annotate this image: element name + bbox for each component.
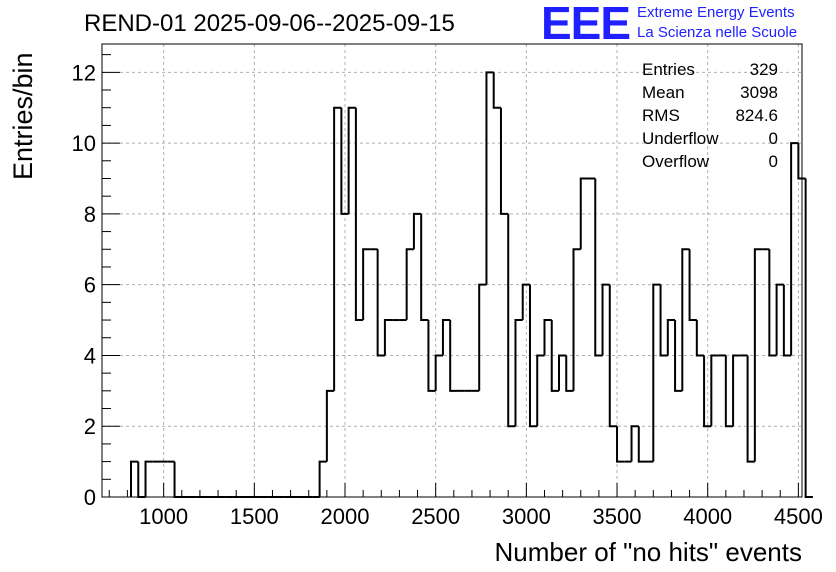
histogram-bin [572,248,581,391]
histogram-bin [674,320,683,392]
stat-value: 329 [749,60,778,79]
stat-row-entries: Entries 329 [642,60,778,83]
histogram-bin [768,249,777,357]
x-axis-label: Number of "no hits" events [494,537,803,567]
histogram-bin [144,460,153,497]
logo-line-2: La Scienza nelle Scuole [637,24,798,41]
histogram-bin [688,249,697,322]
stat-label: Underflow [642,129,719,148]
histogram-bin [507,213,516,428]
x-tick-label: 1000 [139,504,188,529]
histogram-bin [637,426,647,463]
histogram-bin [362,248,371,321]
histogram-bin [594,178,603,357]
y-tick-label: 10 [72,131,96,156]
histogram-bin [652,283,661,462]
histogram-bin [681,248,690,391]
histogram-bin [543,319,552,356]
histogram-bin [405,248,414,321]
histogram-bin [478,283,487,391]
y-tick-label: 0 [84,485,96,510]
x-tick-label: 4000 [683,504,732,529]
histogram-bin [790,142,799,356]
x-tick-label: 2000 [321,504,370,529]
histogram-bin [376,249,385,357]
stat-value: 0 [768,152,778,171]
y-axis-label: Entries/bin [8,52,38,180]
histogram-bin [521,283,530,321]
histogram-bin [536,354,545,427]
histogram-bin [340,107,349,215]
x-tick-label: 3000 [502,504,551,529]
stats-box: Entries 329 Mean 3098 RMS 824.6 Underflo… [642,60,778,175]
x-tick-label: 2500 [411,504,460,529]
histogram-bin [616,426,625,463]
histogram-bin [137,461,146,498]
histogram-bin [630,425,639,462]
stat-value: 824.6 [735,106,778,125]
histogram-bin [753,248,763,462]
histogram-bin [746,355,755,463]
logo-line-1: Extreme Energy Events [637,4,795,21]
histogram-bin [557,354,567,391]
stat-label: Entries [642,60,695,79]
eee-logo: EEE [541,0,631,49]
histogram-bin [732,354,741,427]
histogram-bin [485,71,494,285]
histogram-bin [579,177,589,250]
histogram-bin [130,460,139,497]
stat-label: Mean [642,83,685,102]
histogram-bin [434,354,443,391]
histogram-bin [318,460,327,497]
y-tick-label: 6 [84,273,96,298]
histogram-bin [347,106,356,214]
histogram-bin [659,284,668,357]
histogram-bin [724,355,734,428]
histogram-bin [383,319,393,356]
histogram-bin [325,389,335,462]
histogram-bin [782,284,792,357]
histogram-bin [666,319,676,356]
y-tick-label: 2 [84,414,96,439]
histogram-bin [412,212,422,250]
stat-label: Overflow [642,152,710,171]
histogram-bin [601,283,610,356]
y-tick-label: 8 [84,202,96,227]
histogram-bin [333,106,342,391]
histogram-bin [703,355,712,428]
stat-row-overflow: Overflow 0 [642,152,778,175]
histogram-bin [695,320,705,357]
histogram-bin [492,72,501,109]
histogram-bin [797,143,806,180]
y-tick-label: 12 [72,60,96,85]
stat-row-underflow: Underflow 0 [642,129,778,152]
stat-label: RMS [642,106,680,125]
histogram-bin [449,320,458,392]
x-tick-label: 3500 [593,504,642,529]
histogram-bin [528,284,538,428]
stat-value: 3098 [740,83,778,102]
stat-row-mean: Mean 3098 [642,83,778,106]
x-tick-label: 1500 [230,504,279,529]
histogram-bin [550,320,559,392]
chart-title: REND-01 2025-09-06--2025-09-15 [84,10,455,37]
plot-frame [101,43,803,498]
histogram-bin [608,284,618,428]
histogram-bin [354,107,364,322]
x-tick-label: 4500 [774,504,823,529]
histogram-bin [775,283,784,356]
histogram-bin [441,319,451,356]
stat-row-rms: RMS 824.6 [642,106,778,129]
histogram-bin [804,178,813,498]
histogram-bin [514,319,523,427]
y-tick-label: 4 [84,343,96,368]
histogram-bin [499,107,509,215]
histogram-bin [565,355,574,392]
histogram-bin [173,461,182,498]
histogram-bin [427,320,436,392]
stat-value: 0 [768,129,778,148]
histogram-bin [710,354,719,427]
histogram-bin [420,213,429,322]
